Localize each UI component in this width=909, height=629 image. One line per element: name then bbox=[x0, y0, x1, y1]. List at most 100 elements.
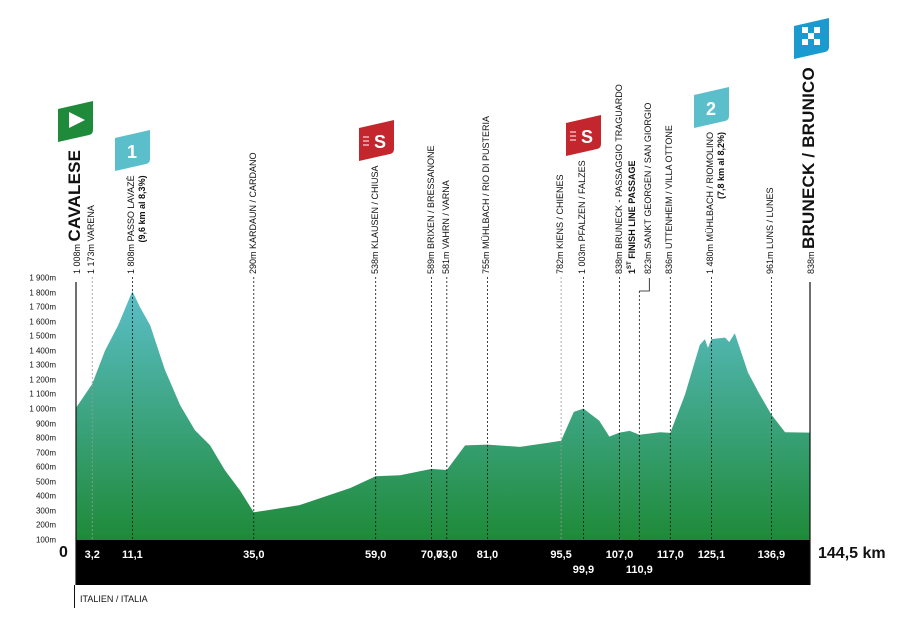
checkpoint-elevation: 589m bbox=[425, 251, 436, 274]
checkpoint-label: 1 480m MÜHLBACH / RIOMOLINO (7,8 km al 8,… bbox=[705, 132, 727, 274]
climb-details: (7,8 km al 8,2%) bbox=[716, 131, 727, 199]
svg-text:1: 1 bbox=[127, 142, 137, 162]
finish-line-passage-note: 1ST FINISH LINE PASSAGE bbox=[626, 160, 637, 274]
y-tick-label: 400m bbox=[35, 491, 56, 501]
checkpoint-name: MÜHLBACH / RIO DI PUSTERIA bbox=[481, 115, 492, 249]
checkpoint-label: 823m SANKT GEORGEN / SAN GIORGIO bbox=[643, 103, 654, 274]
total-distance-label: 144,5 km bbox=[818, 545, 886, 562]
checkpoint-elevation: 1 173m bbox=[86, 243, 97, 274]
y-tick-label: 1 100m bbox=[29, 389, 56, 399]
km-label: 136,9 bbox=[757, 549, 786, 561]
checkpoint-name: KARDAUN / CARDANO bbox=[247, 152, 258, 249]
checkpoint-name: VARENA bbox=[86, 205, 97, 242]
y-tick-label: 1 600m bbox=[29, 317, 56, 327]
checkpoint-label: 1 173m VARENA bbox=[86, 205, 97, 274]
km-label: 35,0 bbox=[243, 549, 265, 561]
km-label: 95,5 bbox=[550, 549, 572, 561]
svg-text:S: S bbox=[374, 132, 386, 152]
km-label: 11,1 bbox=[121, 549, 143, 561]
checkpoint-label: 782m KIENS / CHIENES bbox=[555, 174, 566, 274]
town-name: CAVALESE bbox=[65, 149, 84, 242]
y-tick-label: 1 400m bbox=[29, 346, 56, 356]
checkpoint-name: KLAUSEN / CHIUSA bbox=[369, 165, 380, 249]
checkpoint-elevation: 782m bbox=[555, 251, 566, 274]
checkpoint-label: 589m BRIXEN / BRESSANONE bbox=[426, 145, 437, 274]
checkpoint-label: 755m MÜHLBACH / RIO DI PUSTERIA bbox=[481, 116, 492, 274]
checkpoint-name: PASSO LAVAZÈ bbox=[126, 175, 137, 242]
checkpoint-bracket bbox=[639, 278, 650, 292]
km-label: 117,0 bbox=[656, 549, 684, 561]
y-tick-label: 600m bbox=[35, 462, 56, 472]
checkpoint-label: 538m KLAUSEN / CHIUSA bbox=[370, 165, 381, 274]
checkpoint-label: 290m KARDAUN / CARDANO bbox=[248, 152, 259, 274]
checkpoint-elevation: 1 480m bbox=[705, 243, 716, 274]
checkpoint-elevation: 755m bbox=[481, 251, 492, 274]
km-label: 110,9 bbox=[625, 564, 653, 576]
svg-text:2: 2 bbox=[706, 99, 716, 119]
climb-category-icon: 2 bbox=[694, 86, 730, 128]
y-tick-label: 1 200m bbox=[29, 375, 56, 385]
checkpoint-label: 1 008m CAVALESE bbox=[65, 150, 87, 274]
checkpoint-label: 836m UTTENHEIM / VILLA OTTONE bbox=[664, 125, 675, 274]
km-label: 59,0 bbox=[364, 549, 387, 561]
checkpoint-name: KIENS / CHIENES bbox=[555, 174, 566, 249]
elevation-area bbox=[76, 291, 810, 540]
checkpoint-name: SANKT GEORGEN / SAN GIORGIO bbox=[643, 102, 654, 249]
km-label: 99,9 bbox=[572, 564, 595, 576]
y-tick-label: 1 000m bbox=[29, 404, 56, 414]
y-tick-label: 1 700m bbox=[29, 302, 56, 312]
checkpoint-label: 581m VAHRN / VARNA bbox=[441, 180, 452, 274]
checkpoint-name: VAHRN / VARNA bbox=[440, 180, 451, 249]
checkpoint-name: PFALZEN / FALZES bbox=[577, 160, 588, 242]
checkpoint-label: 1 003m PFALZEN / FALZES bbox=[577, 160, 588, 274]
start-km-label: 0 bbox=[59, 544, 68, 561]
y-tick-label: 300m bbox=[35, 506, 56, 516]
km-label: 125,1 bbox=[697, 549, 726, 561]
y-tick-label: 700m bbox=[35, 448, 56, 458]
y-tick-label: 900m bbox=[35, 419, 56, 429]
checkpoint-elevation: 838m bbox=[806, 251, 816, 274]
country-label: ITALIEN / ITALIA bbox=[80, 594, 148, 604]
checkpoint-elevation: 1 808m bbox=[126, 243, 137, 274]
checkpoint-elevation: 836m bbox=[664, 251, 675, 274]
y-tick-label: 1 900m bbox=[29, 273, 56, 283]
y-tick-label: 100m bbox=[35, 535, 56, 545]
checkpoint-elevation: 290m bbox=[247, 251, 258, 274]
checkpoint-label: 838m BRUNECK / BRUNICO bbox=[799, 67, 821, 274]
y-tick-label: 800m bbox=[35, 433, 56, 443]
distance-bar bbox=[76, 540, 810, 585]
y-tick-label: 500m bbox=[35, 477, 56, 487]
y-tick-label: 1 300m bbox=[29, 360, 56, 370]
checkpoint-elevation: 538m bbox=[369, 251, 380, 274]
start-flag-icon bbox=[58, 100, 93, 142]
checkpoint-name: MÜHLBACH / RIOMOLINO bbox=[705, 131, 716, 242]
km-label: 73,0 bbox=[436, 549, 458, 561]
checkpoint-elevation: 961m bbox=[765, 251, 776, 274]
y-tick-label: 1 500m bbox=[29, 331, 56, 341]
town-name: BRUNECK / BRUNICO bbox=[799, 67, 818, 249]
checkpoint-name: LUNS / LUNES bbox=[765, 187, 776, 249]
checkpoint-elevation: 823m bbox=[643, 251, 654, 274]
checkpoint-name: BRUNECK - PASSAGGIO TRAGUARDO bbox=[613, 84, 624, 249]
checkpoint-label: 961m LUNS / LUNES bbox=[765, 187, 776, 274]
climb-category-icon: 1 bbox=[115, 130, 151, 172]
country-divider bbox=[74, 585, 75, 608]
checkpoint-label: 1 808m PASSO LAVAZÈ (9,6 km al 8,3%) bbox=[126, 175, 148, 274]
checkpoint-elevation: 581m bbox=[440, 251, 451, 274]
checkpoint-name: BRIXEN / BRESSANONE bbox=[425, 145, 436, 249]
checkpoint-label: 838m BRUNECK - PASSAGGIO TRAGUARDO 1ST FI… bbox=[614, 84, 638, 274]
km-label: 70,0 bbox=[420, 549, 443, 561]
km-label: 107,0 bbox=[605, 549, 634, 561]
km-label: 3,2 bbox=[84, 549, 100, 561]
km-label: 81,0 bbox=[476, 549, 499, 561]
svg-text:S: S bbox=[581, 127, 593, 147]
y-tick-label: 200m bbox=[35, 520, 56, 530]
sprint-icon: S bbox=[566, 115, 602, 157]
climb-details: (9,6 km al 8,3%) bbox=[137, 175, 148, 243]
y-tick-label: 1 800m bbox=[29, 288, 56, 298]
sprint-icon: S bbox=[358, 120, 394, 162]
checkpoint-elevation: 1 008m bbox=[72, 243, 82, 274]
checkpoint-name: UTTENHEIM / VILLA OTTONE bbox=[664, 125, 675, 249]
